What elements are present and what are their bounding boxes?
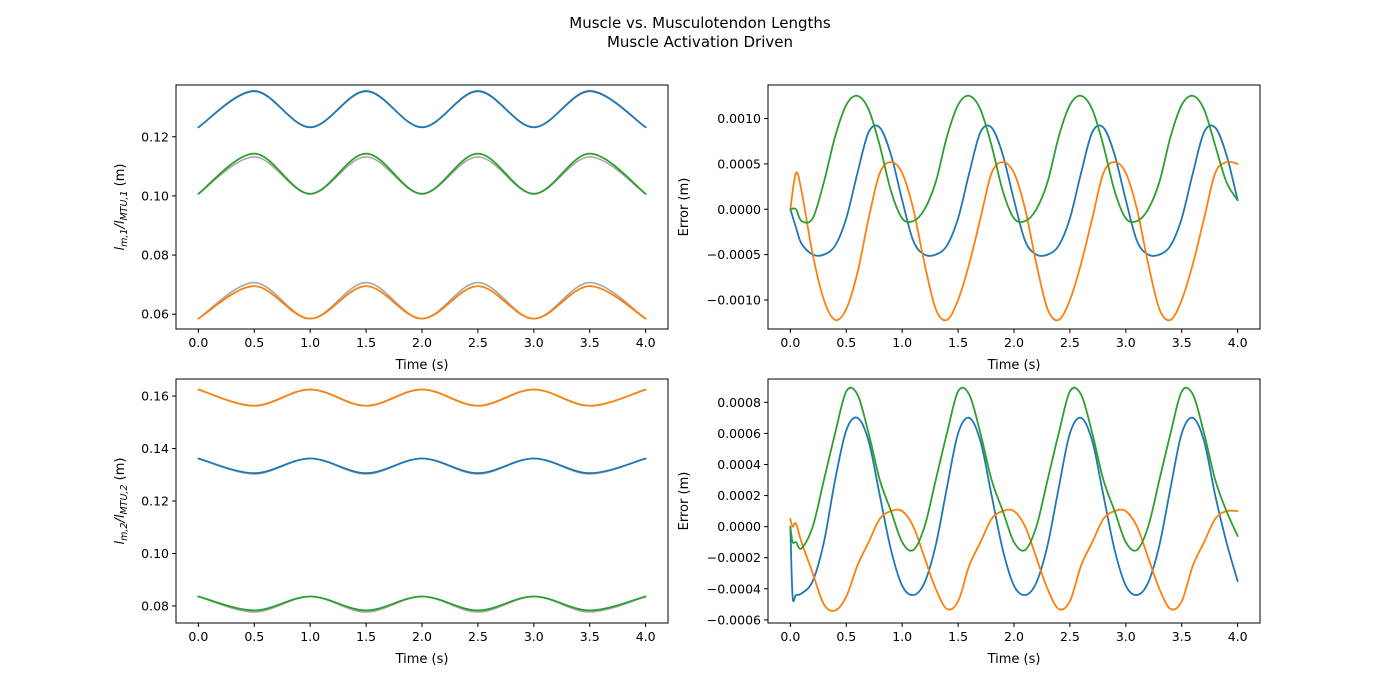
subplot-bottom-right: 0.0 0.5 1.0 1.5 2.0 2.5 3.0 3.5 4.0 −0.0006 −0.000… [677, 378, 1261, 667]
y-axis-label: Error (m) [677, 178, 692, 237]
x-tick-label: 4.0 [1228, 335, 1248, 350]
y-axis-label: Error (m) [677, 472, 692, 531]
series-line-blue-0 [789, 416, 1239, 603]
y-axis-label: lm,1/lMTU,1 (m) [113, 164, 130, 251]
x-tick-label: 0.0 [780, 335, 800, 350]
series-group [789, 386, 1239, 612]
y-tick-label: 0.0006 [717, 426, 761, 441]
figure-subtitle: Muscle Activation Driven [606, 33, 794, 51]
y-tick-label: 0.0000 [717, 519, 761, 534]
y-tick-label: −0.0005 [707, 247, 761, 262]
x-tick-label: 0.5 [244, 335, 264, 350]
x-tick-label: 0.5 [244, 629, 264, 644]
x-tick-label: 1.0 [892, 335, 912, 350]
series-line-gray-4 [197, 281, 647, 320]
y-tick-label: 0.0000 [717, 202, 761, 217]
x-tick-label: 2.0 [412, 629, 432, 644]
y-tick-label: 0.0005 [717, 156, 761, 171]
y-tick-label: −0.0010 [707, 292, 761, 307]
x-tick-label: 2.5 [468, 629, 488, 644]
x-tick-label: 0.0 [188, 629, 208, 644]
x-tick-label: 1.5 [356, 335, 376, 350]
y-tick-label: 0.16 [141, 389, 169, 404]
x-tick-label: 1.0 [300, 335, 320, 350]
series-line-gray-2 [197, 156, 647, 195]
x-tick-label: 4.0 [636, 335, 656, 350]
series-group [789, 94, 1239, 322]
x-axis-label: Time (s) [987, 358, 1041, 373]
x-tick-label: 2.5 [1060, 629, 1080, 644]
x-tick-label: 2.5 [468, 335, 488, 350]
y-tick-label: 0.0002 [717, 488, 761, 503]
x-tick-label: 3.5 [580, 335, 600, 350]
series-line-gray-0 [197, 89, 647, 129]
y-tick-label: 0.0008 [717, 395, 761, 410]
y-tick-label: 0.08 [141, 598, 169, 613]
x-tick-label: 4.0 [1228, 629, 1248, 644]
x-axis-label: Time (s) [395, 652, 449, 667]
subplot-bottom-left: 0.0 0.5 1.0 1.5 2.0 2.5 3.0 3.5 4.0 0.08 0.10 0.12 0… [113, 378, 669, 667]
x-tick-label: 3.0 [524, 629, 544, 644]
x-tick-label: 0.0 [780, 629, 800, 644]
y-tick-label: 0.06 [141, 307, 169, 322]
series-line-green-5 [197, 595, 647, 612]
y-tick-label: 0.12 [141, 129, 169, 144]
y-tick-label: −0.0002 [707, 550, 761, 565]
series-line-orange-5 [197, 285, 647, 320]
y-tick-label: 0.10 [141, 188, 169, 203]
x-tick-label: 1.0 [892, 629, 912, 644]
series-line-blue-0 [789, 124, 1239, 257]
x-tick-label: 1.5 [356, 629, 376, 644]
y-tick-label: 0.12 [141, 494, 169, 509]
series-line-orange-1 [197, 388, 647, 407]
series-group [197, 89, 647, 320]
series-line-blue-3 [197, 457, 647, 475]
y-tick-label: 0.14 [141, 441, 169, 456]
x-tick-label: 3.5 [1172, 629, 1192, 644]
y-tick-label: 0.10 [141, 546, 169, 561]
x-tick-label: 1.0 [300, 629, 320, 644]
series-line-green-2 [789, 94, 1239, 224]
y-tick-label: 0.0010 [717, 111, 761, 126]
series-line-blue-1 [197, 90, 647, 129]
x-tick-label: 3.5 [580, 629, 600, 644]
x-axis-label: Time (s) [395, 358, 449, 373]
axes-frame [767, 84, 1261, 330]
x-tick-label: 0.0 [188, 335, 208, 350]
x-tick-label: 2.5 [1060, 335, 1080, 350]
subplot-top-right: 0.0 0.5 1.0 1.5 2.0 2.5 3.0 3.5 4.0 −0.0010 −0.000… [677, 84, 1261, 373]
subplot-top-left: 0.0 0.5 1.0 1.5 2.0 2.5 3.0 3.5 4.0 0.06 0.08 0.10 0… [113, 84, 669, 373]
axes-frame [175, 84, 669, 330]
x-tick-label: 4.0 [636, 629, 656, 644]
x-tick-label: 2.0 [1004, 335, 1024, 350]
axes-frame [175, 378, 669, 624]
x-tick-label: 3.0 [1116, 629, 1136, 644]
y-axis-label: lm,2/lMTU,2 (m) [113, 458, 130, 545]
x-tick-label: 1.5 [948, 629, 968, 644]
x-tick-label: 3.0 [1116, 335, 1136, 350]
x-tick-label: 2.0 [1004, 629, 1024, 644]
x-tick-label: 2.0 [412, 335, 432, 350]
series-line-orange-1 [789, 508, 1239, 612]
figure-title: Muscle vs. Musculotendon Lengths [569, 14, 831, 32]
y-tick-label: −0.0006 [707, 612, 761, 627]
x-tick-label: 3.5 [1172, 335, 1192, 350]
y-tick-label: −0.0004 [707, 581, 761, 596]
series-line-orange-1 [789, 160, 1239, 322]
x-axis-label: Time (s) [987, 652, 1041, 667]
series-line-green-3 [197, 152, 647, 195]
x-tick-label: 0.5 [836, 629, 856, 644]
x-tick-label: 1.5 [948, 335, 968, 350]
series-line-green-2 [789, 386, 1239, 552]
x-tick-label: 3.0 [524, 335, 544, 350]
x-tick-label: 0.5 [836, 335, 856, 350]
y-tick-label: 0.0004 [717, 457, 761, 472]
y-tick-label: 0.08 [141, 248, 169, 263]
series-group [197, 388, 647, 613]
